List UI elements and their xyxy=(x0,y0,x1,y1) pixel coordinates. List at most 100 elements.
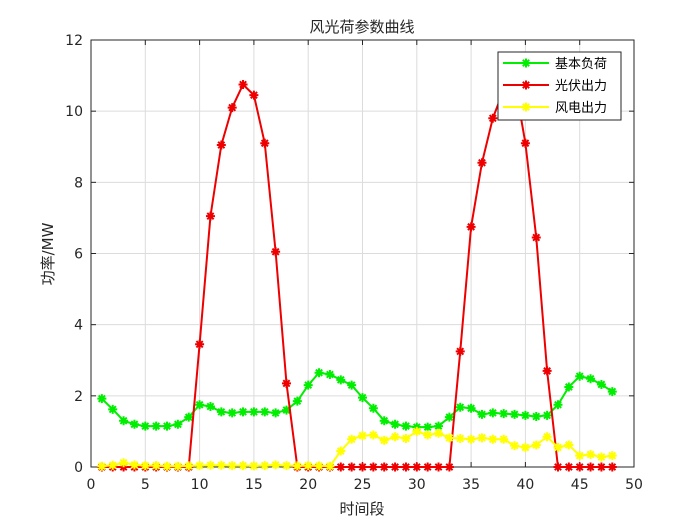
data-point xyxy=(227,103,237,113)
x-tick-label: 40 xyxy=(516,477,534,493)
data-point xyxy=(314,461,324,471)
data-point xyxy=(238,79,248,89)
data-point xyxy=(379,462,389,472)
data-point xyxy=(575,451,585,461)
data-point xyxy=(281,405,291,415)
series-3 xyxy=(97,426,617,471)
data-point xyxy=(314,368,324,378)
data-point xyxy=(271,460,281,470)
x-tick-label: 50 xyxy=(625,477,643,493)
data-point xyxy=(260,407,270,417)
data-point xyxy=(423,422,433,432)
data-point xyxy=(129,460,139,470)
data-point xyxy=(173,419,183,429)
data-point xyxy=(455,346,465,356)
x-tick-label: 15 xyxy=(245,477,263,493)
data-point xyxy=(347,380,357,390)
data-point xyxy=(607,451,617,461)
data-point xyxy=(162,461,172,471)
data-point xyxy=(564,440,574,450)
data-point xyxy=(184,412,194,422)
data-point xyxy=(216,460,226,470)
x-tick-label: 20 xyxy=(299,477,317,493)
data-point xyxy=(368,403,378,413)
data-point xyxy=(140,421,150,431)
data-point xyxy=(553,442,563,452)
data-point xyxy=(466,434,476,444)
x-tick-label: 10 xyxy=(191,477,209,493)
data-point xyxy=(119,416,129,426)
data-point xyxy=(531,411,541,421)
data-point xyxy=(477,409,487,419)
data-point xyxy=(336,375,346,385)
data-point xyxy=(292,461,302,471)
data-point xyxy=(390,432,400,442)
data-point xyxy=(499,434,509,444)
data-point xyxy=(575,371,585,381)
data-point xyxy=(336,446,346,456)
data-point xyxy=(358,462,367,472)
data-point xyxy=(292,396,302,406)
data-point xyxy=(390,462,400,472)
y-tick-label: 10 xyxy=(65,104,83,120)
data-point xyxy=(466,403,476,413)
data-point xyxy=(542,432,552,442)
data-point xyxy=(216,407,226,417)
data-point xyxy=(401,462,411,472)
data-point xyxy=(390,419,400,429)
data-point xyxy=(271,408,281,418)
data-point xyxy=(108,404,118,414)
data-point xyxy=(227,408,237,418)
data-point xyxy=(607,462,617,472)
data-point xyxy=(358,431,367,441)
data-point xyxy=(423,462,433,472)
data-point xyxy=(488,113,498,123)
y-tick-label: 4 xyxy=(74,318,83,334)
y-tick-label: 0 xyxy=(74,460,83,476)
data-point xyxy=(423,430,433,440)
data-point xyxy=(151,461,161,471)
data-point xyxy=(488,434,498,444)
data-point xyxy=(227,461,237,471)
data-point xyxy=(184,461,194,471)
data-point xyxy=(379,416,389,426)
data-point xyxy=(195,400,205,410)
data-point xyxy=(238,461,248,471)
data-point xyxy=(325,461,335,471)
data-point xyxy=(162,421,172,431)
y-tick-label: 6 xyxy=(74,247,83,263)
data-point xyxy=(520,442,530,452)
data-point xyxy=(281,461,291,471)
data-point xyxy=(553,400,563,410)
data-point xyxy=(434,428,444,438)
data-point xyxy=(119,458,129,468)
data-series xyxy=(97,76,617,472)
y-tick-label: 2 xyxy=(74,389,83,405)
data-point xyxy=(531,232,541,242)
data-point xyxy=(238,407,248,417)
data-point xyxy=(336,462,346,472)
data-point xyxy=(477,433,487,443)
data-point xyxy=(249,407,259,417)
data-point xyxy=(412,462,422,472)
legend-marker xyxy=(521,102,531,112)
data-point xyxy=(108,460,118,470)
data-point xyxy=(173,461,183,471)
legend-entry-label: 基本负荷 xyxy=(555,57,607,72)
data-point xyxy=(412,426,422,436)
legend-marker xyxy=(521,58,531,68)
data-point xyxy=(477,158,487,168)
data-point xyxy=(205,211,215,221)
data-point xyxy=(401,434,411,444)
data-point xyxy=(347,462,357,472)
data-point xyxy=(260,138,270,148)
x-axis-label: 时间段 xyxy=(339,500,384,518)
y-tick-label: 12 xyxy=(65,33,83,49)
data-point xyxy=(216,140,226,150)
data-point xyxy=(553,462,563,472)
data-point xyxy=(596,462,606,472)
data-point xyxy=(586,462,596,472)
data-point xyxy=(325,369,335,379)
x-tick-label: 35 xyxy=(462,477,480,493)
data-point xyxy=(510,441,520,451)
